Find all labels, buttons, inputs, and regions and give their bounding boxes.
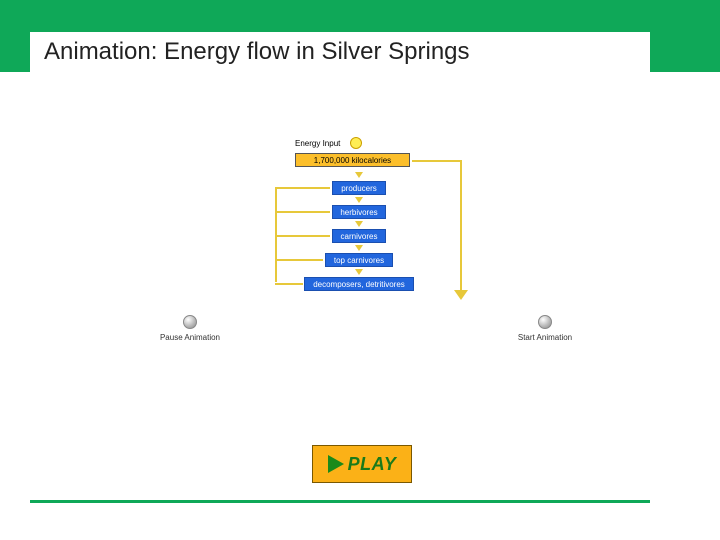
flow-line — [275, 211, 330, 213]
flow-line — [275, 235, 330, 237]
flow-line — [275, 259, 323, 261]
energy-input-label: Energy Input — [295, 139, 340, 148]
header-banner: Animation: Energy flow in Silver Springs — [0, 0, 720, 72]
title-bar: Animation: Energy flow in Silver Springs — [30, 32, 650, 72]
start-animation-button[interactable]: Start Animation — [500, 315, 590, 342]
sphere-icon — [183, 315, 197, 329]
play-button-label: PLAY — [348, 454, 397, 475]
flow-line — [275, 283, 303, 285]
decomposers-box: decomposers, detritivores — [304, 277, 414, 291]
top-carnivores-box: top carnivores — [325, 253, 393, 267]
flow-line — [275, 187, 330, 189]
play-button[interactable]: PLAY — [312, 445, 412, 483]
carnivores-box: carnivores — [332, 229, 386, 243]
footer-divider — [30, 500, 650, 503]
start-label: Start Animation — [500, 333, 590, 342]
sphere-icon — [538, 315, 552, 329]
energy-flow-diagram: Energy Input 1,700,000 kilocalories prod… — [220, 135, 560, 335]
page-title: Animation: Energy flow in Silver Springs — [44, 38, 470, 66]
flow-line — [412, 160, 462, 162]
play-icon — [328, 455, 344, 473]
arrow-down-icon — [355, 197, 363, 203]
arrow-down-icon — [355, 172, 363, 178]
arrow-down-icon — [355, 269, 363, 275]
sun-icon — [350, 137, 362, 149]
arrow-down-icon — [355, 221, 363, 227]
kilocalories-box: 1,700,000 kilocalories — [295, 153, 410, 167]
animation-panel: Energy Input 1,700,000 kilocalories prod… — [180, 135, 600, 355]
arrow-down-icon — [454, 290, 468, 300]
herbivores-box: herbivores — [332, 205, 386, 219]
pause-label: Pause Animation — [145, 333, 235, 342]
flow-line — [460, 160, 462, 290]
producers-box: producers — [332, 181, 386, 195]
pause-animation-button[interactable]: Pause Animation — [145, 315, 235, 342]
arrow-down-icon — [355, 245, 363, 251]
